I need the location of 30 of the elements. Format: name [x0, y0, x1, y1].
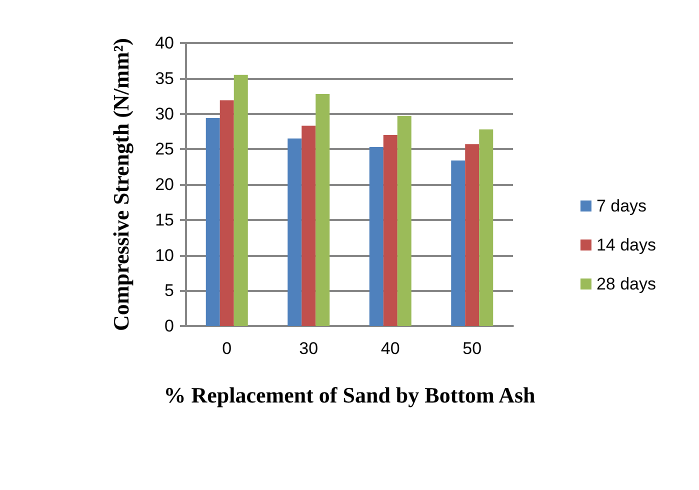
bar [479, 129, 494, 326]
bar [383, 134, 398, 326]
y-tick-label: 40 [155, 34, 174, 52]
y-tick-label: 20 [155, 175, 174, 194]
bar [288, 138, 302, 326]
y-tick-label: 10 [155, 246, 174, 265]
y-tick-label: 5 [164, 281, 174, 300]
legend-label: 28 days [596, 274, 656, 294]
legend-label: 7 days [596, 196, 647, 216]
bar [316, 94, 330, 326]
bar [465, 144, 480, 326]
bar [451, 160, 466, 326]
bar [206, 118, 220, 326]
y-tick-label: 35 [155, 68, 174, 88]
y-tick-label: 30 [155, 104, 174, 124]
y-tick-label: 0 [164, 316, 174, 336]
y-tick-label: 25 [155, 140, 174, 159]
bar [234, 74, 248, 326]
bar [369, 147, 384, 326]
y-axis-title: Compressive Strength (N/mm²) [108, 38, 134, 331]
x-tick-label: 0 [222, 339, 232, 358]
x-tick-label: 30 [299, 339, 318, 358]
x-tick-label: 50 [462, 339, 482, 358]
bar [397, 116, 412, 326]
bar [302, 126, 316, 326]
x-axis-title: % Replacement of Sand by Bottom Ash [164, 382, 536, 408]
y-tick-label: 15 [155, 210, 174, 230]
x-tick-label: 40 [380, 339, 400, 358]
bar [220, 100, 234, 326]
legend-label: 14 days [596, 236, 656, 254]
